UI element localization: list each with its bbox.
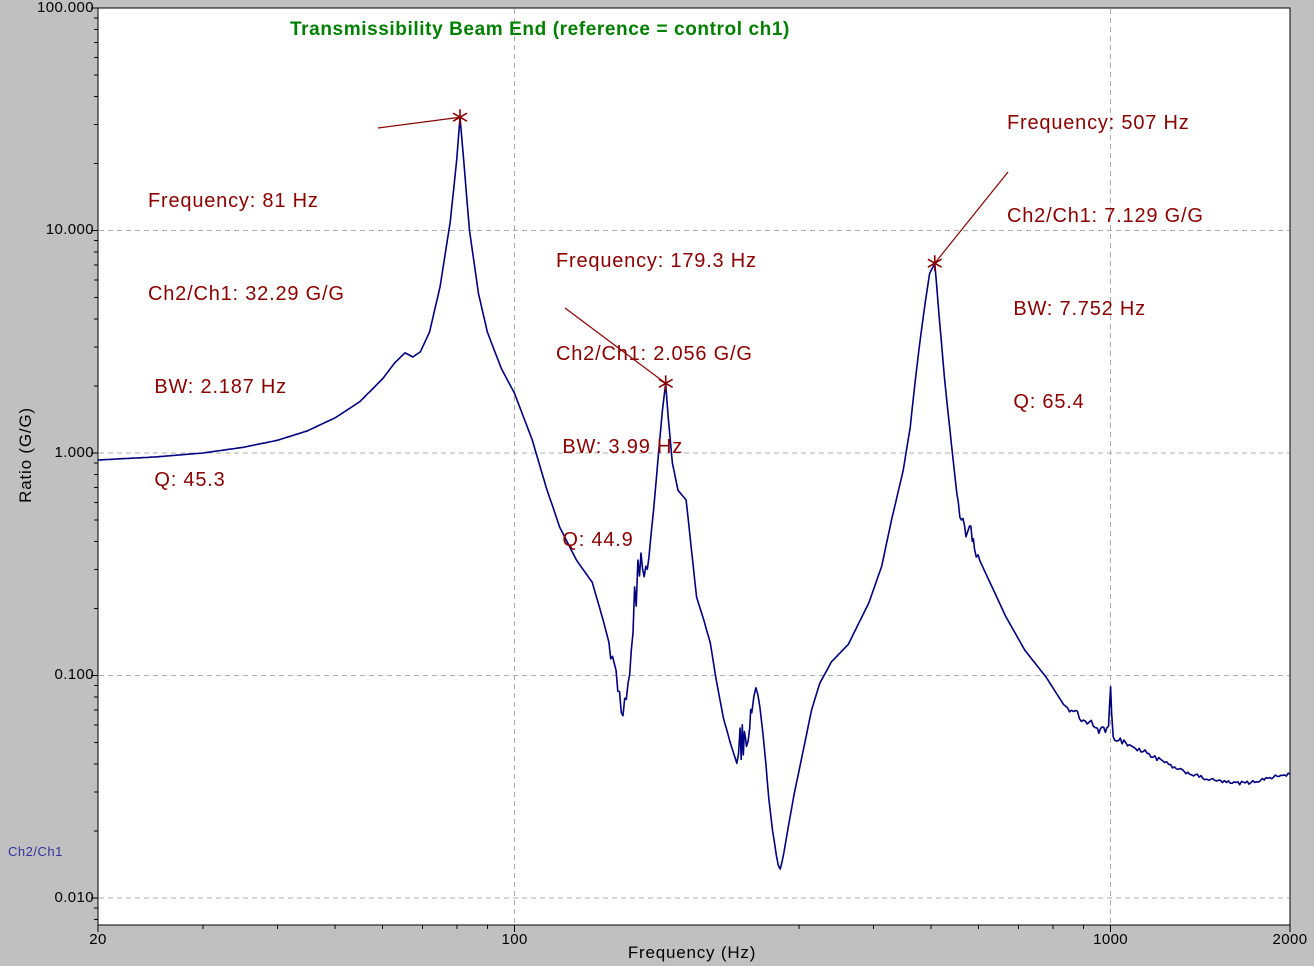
annotation-leader-line <box>377 116 461 129</box>
annotation-line: Frequency: 179.3 Hz <box>556 250 757 272</box>
y-tick-label: 0.100 <box>54 666 94 684</box>
chart-title: Transmissibility Beam End (reference = c… <box>290 19 790 40</box>
annotation-line: Q: 65.4 <box>1007 391 1085 413</box>
x-axis-title: Frequency (Hz) <box>627 943 757 962</box>
x-tick-label: 2000 <box>1272 931 1308 948</box>
annotation-line: Frequency: 507 Hz <box>1007 112 1190 134</box>
annotation-line: Q: 44.9 <box>556 529 634 551</box>
y-tick-label: 10.000 <box>45 221 94 239</box>
annotation-line: Ch2/Ch1: 2.056 G/G <box>556 343 753 365</box>
peak-annotation-2: Frequency: 179.3 Hz Ch2/Ch1: 2.056 G/G B… <box>556 184 757 618</box>
annotation-line: BW: 3.99 Hz <box>556 436 684 458</box>
x-tick-label: 20 <box>89 931 107 948</box>
peak-marker-asterisk <box>452 109 468 126</box>
annotation-line: Ch2/Ch1: 7.129 G/G <box>1007 205 1204 227</box>
x-tick-label: 100 <box>501 931 528 948</box>
annotation-line: Frequency: 81 Hz <box>148 190 319 212</box>
peak-annotation-3: Frequency: 507 Hz Ch2/Ch1: 7.129 G/G BW:… <box>1007 46 1204 480</box>
peak-marker-asterisk <box>927 255 943 272</box>
x-tick-label: 1000 <box>1093 931 1129 948</box>
y-tick-label: 0.010 <box>54 888 94 906</box>
plot-area <box>97 7 1291 926</box>
annotation-line: BW: 7.752 Hz <box>1007 298 1146 320</box>
annotation-leader-line <box>564 307 667 384</box>
trace-label: Ch2/Ch1 <box>8 844 63 859</box>
annotation-line: BW: 2.187 Hz <box>148 376 287 398</box>
peak-marker-asterisk <box>658 375 674 392</box>
annotation-line: Ch2/Ch1: 32.29 G/G <box>148 283 345 305</box>
annotation-leader-line <box>934 171 1009 264</box>
annotation-line: Q: 45.3 <box>148 469 226 491</box>
y-tick-label: 1.000 <box>54 443 94 461</box>
y-tick-label: 100.000 <box>36 0 94 16</box>
peak-annotation-1: Frequency: 81 Hz Ch2/Ch1: 32.29 G/G BW: … <box>148 124 345 558</box>
transmissibility-curve <box>97 116 1291 870</box>
